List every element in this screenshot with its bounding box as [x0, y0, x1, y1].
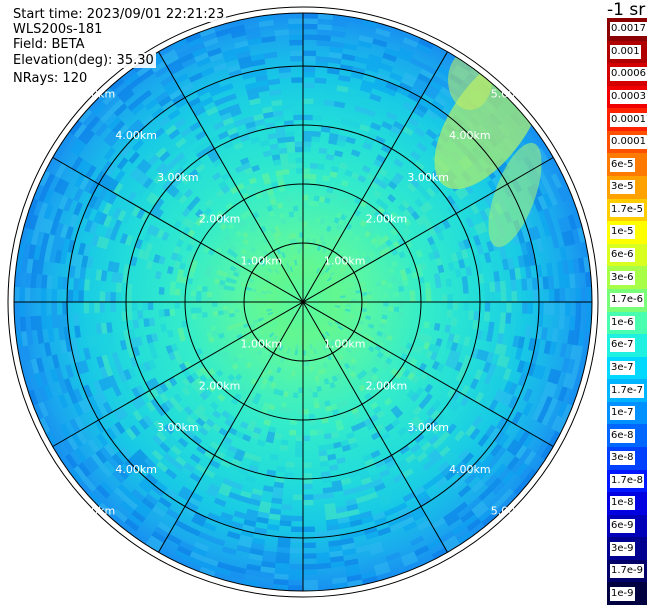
colorbar-label: 1.7e-9 — [610, 564, 645, 579]
field-name: Field: BETA — [11, 37, 87, 52]
colorbar-label: 3e-6 — [610, 270, 635, 285]
colorbar-label: 0.001 — [610, 44, 641, 59]
nrays: NRays: 120 — [11, 71, 90, 86]
colorbar-label: 6e-8 — [610, 428, 635, 443]
range-ring-label: 5.00km — [491, 87, 533, 100]
range-ring-label: 2.00km — [366, 213, 408, 226]
colorbar-label: 0.0001 — [610, 135, 647, 150]
ppi-plot: 1.00km 1.00km 1.00km 1.00km 2.00km 2.00km 2.00… — [7, 6, 599, 598]
range-ring-label: 3.00km — [407, 421, 449, 434]
range-ring-label: 4.00km — [115, 129, 157, 142]
colorbar-title: -1 sr — [607, 0, 646, 20]
colorbar-label: 3e-5 — [610, 180, 635, 195]
colorbar-label: 6e-9 — [610, 518, 635, 533]
colorbar-label: 3e-7 — [610, 360, 635, 375]
range-ring-label: 1.00km — [240, 338, 282, 351]
range-ring-label: 1.00km — [324, 254, 366, 267]
range-ring-label: 3.00km — [157, 171, 199, 184]
colorbar-label: 0.0006 — [610, 67, 647, 82]
range-ring-label: 5.00km — [74, 87, 116, 100]
range-ring-label: 2.00km — [199, 213, 241, 226]
range-ring-label: 1.00km — [324, 338, 366, 351]
range-ring — [7, 6, 599, 598]
colorbar-label: 0.00017 — [610, 112, 647, 127]
range-ring-label: 2.00km — [199, 379, 241, 392]
colorbar-label: 0.0003 — [610, 90, 647, 105]
colorbar-label: 1.7e-6 — [610, 293, 645, 308]
colorbar-label: 1.7e-8 — [610, 473, 645, 488]
azimuth-spoke — [52, 157, 554, 447]
range-ring-label: 3.00km — [407, 171, 449, 184]
range-ring-label: 4.00km — [449, 463, 491, 476]
range-ring-label: 1.00km — [240, 254, 282, 267]
range-ring-labels: 1.00km 1.00km 1.00km 1.00km 2.00km 2.00km 2.00… — [74, 87, 533, 517]
instrument-name: WLS200s-181 — [11, 22, 105, 37]
colorbar-label: 6e-6 — [610, 248, 635, 263]
range-ring-label: 5.00km — [491, 505, 533, 518]
colorbar-label: 3e-9 — [610, 541, 635, 556]
range-ring-label: 5.00km — [74, 505, 116, 518]
colorbar-label: 1.7e-5 — [610, 202, 645, 217]
range-ring-label: 2.00km — [366, 379, 408, 392]
elevation: Elevation(deg): 35.30 — [11, 53, 156, 68]
colorbar-label: 1e-5 — [610, 225, 635, 240]
colorbar-label: 1e-7 — [610, 406, 635, 421]
colorbar-label: 6e-5 — [610, 157, 635, 172]
colorbar-label: 3e-8 — [610, 451, 635, 466]
range-ring-label: 3.00km — [157, 421, 199, 434]
colorbar-label: 1e-6 — [610, 315, 635, 330]
range-ring-label: 4.00km — [449, 129, 491, 142]
colorbar-label: 1.7e-7 — [610, 383, 645, 398]
colorbar: 0.0017 0.001 0.0006 0.0003 0.00017 0.0001 6e-5… — [607, 18, 647, 606]
polar-grid — [7, 6, 599, 598]
colorbar-label: 0.0017 — [610, 22, 647, 37]
colorbar-label: 1e-9 — [610, 586, 635, 601]
start-time: Start time: 2023/09/01 22:21:23 — [11, 7, 227, 22]
range-ring-label: 4.00km — [115, 463, 157, 476]
colorbar-label: 1e-8 — [610, 496, 635, 511]
colorbar-label: 6e-7 — [610, 338, 635, 353]
